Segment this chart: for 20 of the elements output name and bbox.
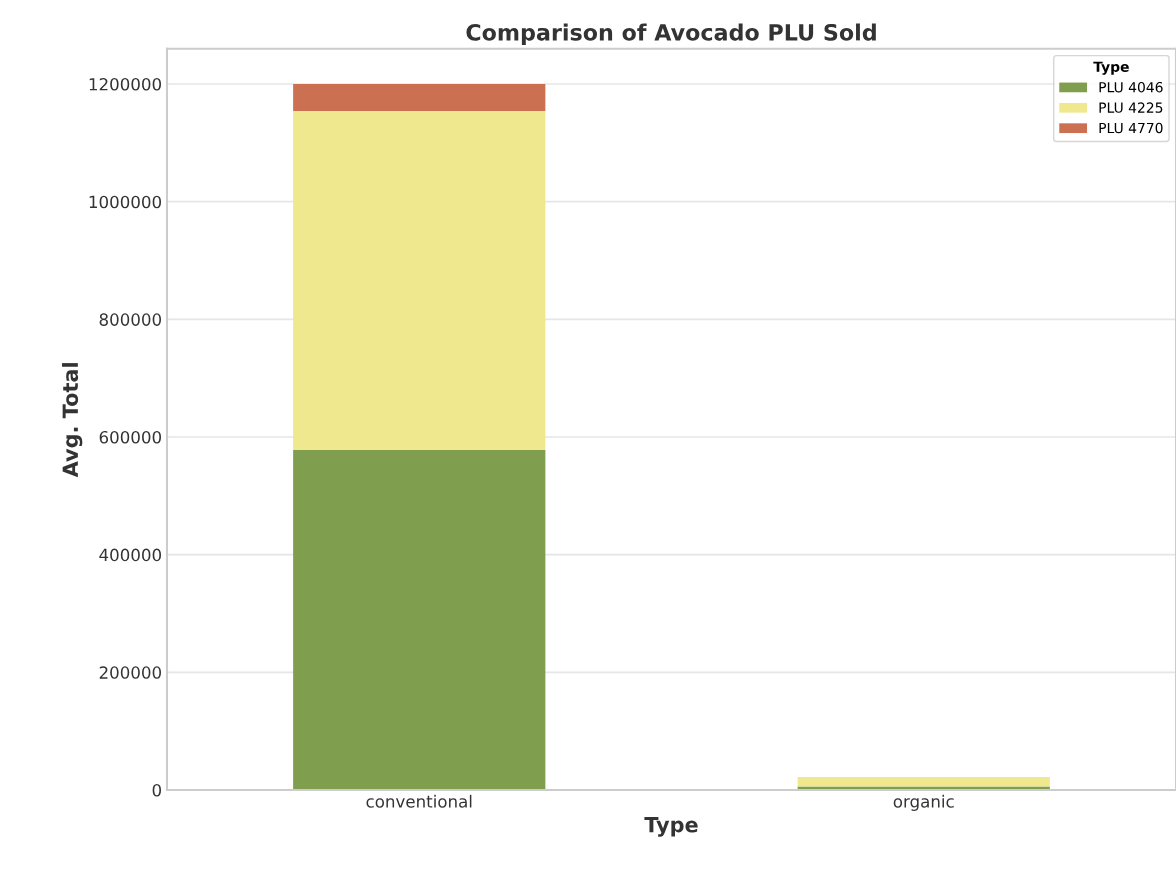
y-tick-label: 200000: [99, 666, 162, 679]
y-tick-label: 1200000: [89, 77, 162, 91]
chart-title: Comparison of Avocado PLU Sold: [466, 23, 876, 46]
bar: [293, 84, 546, 112]
y-tick-label: 400000: [99, 548, 162, 562]
legend-title: Type: [1093, 61, 1129, 75]
y-tick-label: 1000000: [89, 195, 162, 209]
legend-label: PLU 4225: [1099, 102, 1163, 113]
bar: [293, 449, 546, 790]
y-axis-title: Avg. Total: [62, 363, 83, 478]
x-axis-title: Type: [644, 816, 698, 837]
y-tick-label: 800000: [99, 313, 162, 326]
x-tick-label: organic: [893, 794, 954, 811]
legend-label: PLU 4770: [1099, 122, 1163, 134]
y-tick-label: 600000: [99, 430, 162, 444]
y-tick-label: 0: [152, 783, 162, 797]
x-tick-label: conventional: [366, 794, 472, 808]
bar: [797, 777, 1050, 787]
bar: [293, 111, 546, 450]
legend-label: PLU 4046: [1099, 81, 1163, 93]
